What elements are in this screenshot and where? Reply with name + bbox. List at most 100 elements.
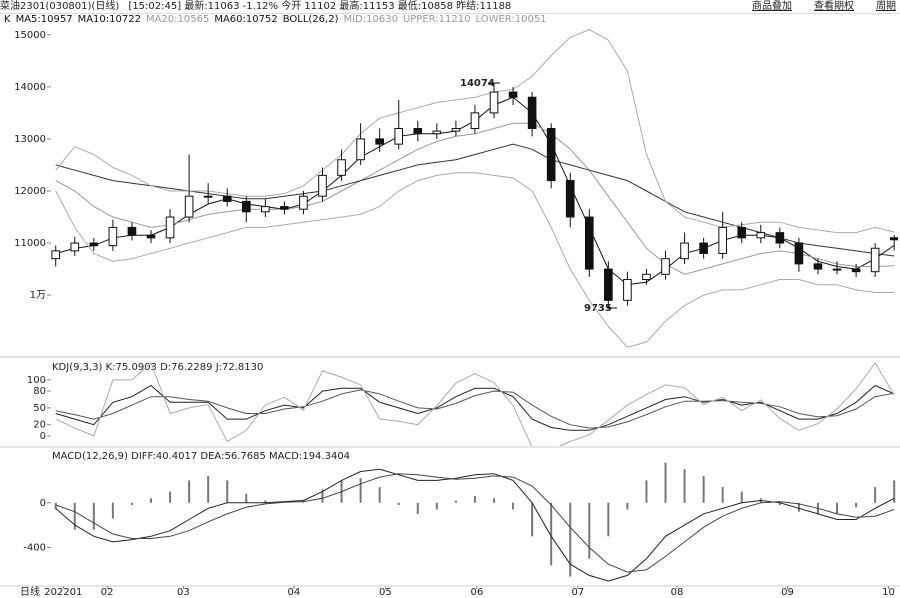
y-tick-label: 0 xyxy=(40,431,46,442)
legend-entry: BOLL(26,2) xyxy=(282,14,339,25)
y-tick-label: 1万 xyxy=(30,290,46,301)
candle-body xyxy=(203,195,213,198)
candle-body xyxy=(584,216,594,270)
quote: [15:02:45] 最新:11063 -1.12% 今开 11102 最高:1… xyxy=(128,1,512,12)
candle-body xyxy=(661,258,670,275)
y-tick-label: 0 xyxy=(40,498,46,509)
candle-body xyxy=(184,195,194,218)
candle-body xyxy=(832,268,842,271)
plot-area xyxy=(54,462,896,582)
candle-body xyxy=(794,242,804,265)
y-tick-label: 15000 xyxy=(14,30,46,41)
legend-entry: MA5:10957 xyxy=(15,14,73,25)
plot-area xyxy=(55,362,895,446)
candle-body xyxy=(337,159,346,176)
candle-body xyxy=(51,250,61,260)
candle-body xyxy=(394,127,404,145)
candle-body xyxy=(680,242,689,260)
candle-body xyxy=(299,195,308,210)
candle-body xyxy=(546,127,556,182)
header-links: 商品叠加 查看期权 周期 xyxy=(752,0,896,13)
candle-body xyxy=(851,268,861,273)
candle-body xyxy=(508,91,518,98)
candle-body xyxy=(813,263,823,270)
indicator-line xyxy=(55,473,895,573)
y-tick-label: 20 xyxy=(33,420,46,431)
candle-body xyxy=(222,195,232,202)
x-axis-label: 日线 xyxy=(20,585,40,598)
x-tick-label: 05 xyxy=(379,587,392,598)
x-tick-label: 09 xyxy=(781,587,794,598)
indicator-line xyxy=(55,389,895,429)
candle-body xyxy=(775,232,785,244)
y-tick-label: 13000 xyxy=(14,134,46,145)
candle-body xyxy=(451,127,461,132)
candle-body xyxy=(261,206,270,213)
indicator-line xyxy=(55,143,895,257)
macd-title: MACD(12,26,9) DIFF:40.4017 DEA:56.7685 M… xyxy=(52,451,350,462)
indicator-legend: K MA5:10957 MA10:10722 MA20:10565 MA60:10752… xyxy=(4,14,547,26)
candle-body xyxy=(604,268,613,301)
candle-body xyxy=(470,112,480,129)
legend-entry: K xyxy=(4,14,11,25)
x-tick-label: 02 xyxy=(101,587,114,598)
candle-body xyxy=(89,242,99,247)
period-link[interactable]: 周期 xyxy=(876,1,896,12)
candle-body xyxy=(413,127,423,135)
x-tick-label: 04 xyxy=(288,587,301,598)
candle-body xyxy=(108,226,118,247)
indicator-line xyxy=(55,172,895,348)
candle-body xyxy=(699,242,708,254)
plot-area xyxy=(51,29,898,348)
indicator-line xyxy=(55,362,895,446)
x-tick-label: 07 xyxy=(571,587,584,598)
candle-body xyxy=(737,226,747,239)
header-bar: 菜油2301(030801)(日线) [15:02:45] 最新:11063 -… xyxy=(0,0,900,14)
indicator-line xyxy=(55,122,895,275)
x-tick-label: 06 xyxy=(470,587,483,598)
candle-body xyxy=(623,278,632,301)
candle-body xyxy=(165,216,175,239)
x-tick-label: 202201 xyxy=(44,587,82,598)
candle-body xyxy=(356,138,365,161)
candle-body xyxy=(127,226,137,236)
y-tick-label: 100 xyxy=(27,375,46,386)
y-tick-label: 50 xyxy=(33,403,46,414)
indicator-line xyxy=(55,29,895,234)
candle-body xyxy=(241,200,251,213)
y-tick-label: 80 xyxy=(33,386,46,397)
candle-body xyxy=(565,180,575,218)
candle-body xyxy=(718,226,727,254)
candle-body xyxy=(527,96,537,129)
legend-entry: MID:10630 xyxy=(343,14,398,25)
high-annotation: 14074 xyxy=(460,78,495,89)
x-tick-label: 08 xyxy=(671,587,684,598)
candle-body xyxy=(642,273,651,280)
low-annotation: 9735 xyxy=(584,303,612,314)
candle-body xyxy=(432,130,442,135)
kdj-title: KDJ(9,3,3) K:75.0903 D:76.2289 J:72.8130 xyxy=(52,362,263,373)
y-tick-label: 14000 xyxy=(14,82,46,93)
y-tick-label: 12000 xyxy=(14,186,46,197)
candle-body xyxy=(280,206,289,210)
legend-entry: MA60:10752 xyxy=(214,14,278,25)
instrument-title: 菜油2301(030801)(日线) xyxy=(0,1,120,12)
x-tick-label: 03 xyxy=(177,587,190,598)
legend-entry: MA10:10722 xyxy=(77,14,141,25)
candle-body xyxy=(756,232,766,239)
candle-body xyxy=(870,247,880,273)
candle-body xyxy=(375,138,384,145)
legend-entry: LOWER:10051 xyxy=(475,14,547,25)
overlay-link[interactable]: 商品叠加 xyxy=(752,1,792,12)
candle-body xyxy=(70,242,80,252)
legend-entry: UPPER:11210 xyxy=(402,14,471,25)
indicator-line xyxy=(55,468,895,582)
options-link[interactable]: 查看期权 xyxy=(814,1,854,12)
candle-body xyxy=(318,174,327,197)
candle-body xyxy=(489,91,499,114)
x-tick-label: 10 xyxy=(882,587,895,598)
legend-entry: MA20:10565 xyxy=(145,14,210,25)
y-tick-label: -400 xyxy=(23,542,46,553)
